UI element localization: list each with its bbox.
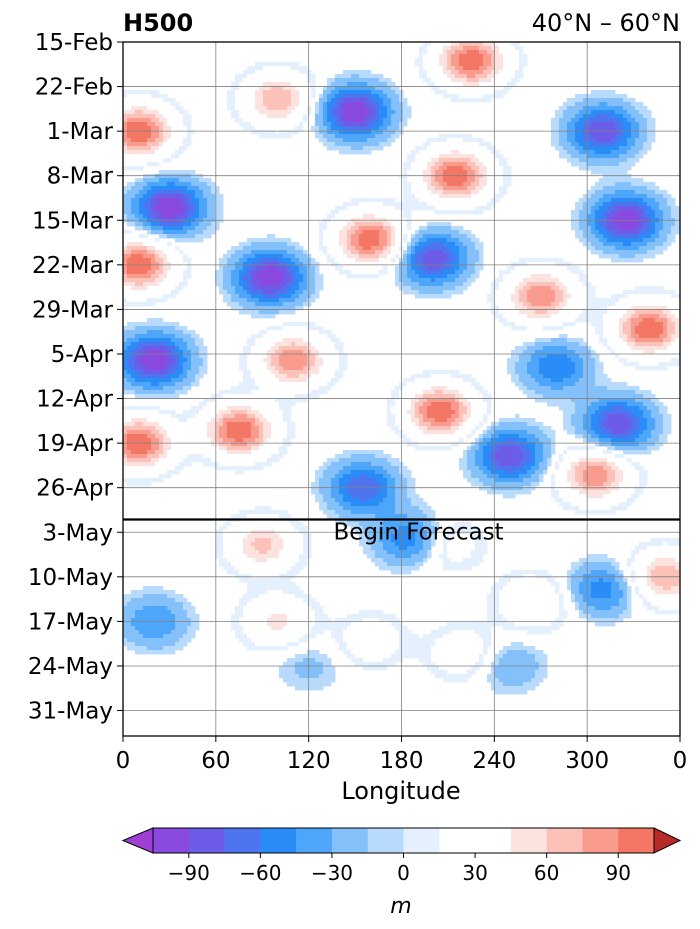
y-tick-label: 29-Mar xyxy=(32,297,114,323)
x-tick-label: 0 xyxy=(116,748,131,774)
plot-area xyxy=(123,42,680,736)
colorbar-segment xyxy=(260,828,297,853)
y-tick-label: 24-May xyxy=(28,654,113,680)
colorbar-segment xyxy=(367,828,404,853)
y-tick-label: 22-Feb xyxy=(35,75,113,101)
colorbar-segment xyxy=(546,828,583,853)
colorbar-tick-label: −60 xyxy=(239,861,281,885)
y-tick-label: 8-Mar xyxy=(47,164,114,190)
colorbar-segment xyxy=(188,828,225,853)
colorbar-segment xyxy=(296,828,333,853)
colorbar-segment xyxy=(439,828,476,853)
colorbar-label: m xyxy=(390,894,411,919)
colorbar-segment xyxy=(618,828,655,853)
y-tick-label: 31-May xyxy=(28,699,113,725)
x-tick-label: 240 xyxy=(472,748,516,774)
colorbar-tick-label: −90 xyxy=(168,861,210,885)
grid-lines xyxy=(123,42,680,736)
y-tick-label: 15-Mar xyxy=(32,208,114,234)
colorbar-tick-label: 90 xyxy=(605,861,630,885)
forecast-marker: Begin Forecast xyxy=(123,518,680,546)
y-tick-label: 3-May xyxy=(43,520,113,546)
colorbar-extend-min xyxy=(121,827,154,854)
x-tick-label: 0 xyxy=(673,748,688,774)
y-tick-label: 12-Apr xyxy=(36,387,113,413)
y-axis: 15-Feb 22-Feb 1-Mar 8-Mar 15-Mar 22-Mar 29-Mar… xyxy=(28,30,123,725)
forecast-annotation: Begin Forecast xyxy=(333,520,503,546)
y-tick-label: 19-Apr xyxy=(36,431,113,457)
colorbar-segment xyxy=(331,828,369,853)
colorbar-tick-label: 0 xyxy=(397,861,410,885)
x-tick-label: 180 xyxy=(380,748,424,774)
colorbar-segment xyxy=(224,828,261,853)
colorbar: −90 −60 −30 0 30 60 90 xyxy=(121,827,682,885)
colorbar-segment xyxy=(510,828,547,853)
y-tick-label: 26-Apr xyxy=(36,476,113,502)
colorbar-tick-label: 30 xyxy=(462,861,487,885)
colorbar-segment xyxy=(153,828,190,853)
x-axis-label: Longitude xyxy=(341,777,460,805)
x-tick-label: 120 xyxy=(287,748,331,774)
colorbar-tick-label: −30 xyxy=(311,861,353,885)
x-tick-label: 300 xyxy=(565,748,609,774)
y-tick-label: 1-Mar xyxy=(47,119,114,145)
colorbar-extend-max xyxy=(653,827,682,854)
colorbar-segment xyxy=(475,828,512,853)
y-tick-label: 22-Mar xyxy=(32,253,114,279)
colorbar-segment xyxy=(403,828,440,853)
y-tick-label: 15-Feb xyxy=(35,30,113,56)
y-tick-label: 5-Apr xyxy=(51,342,114,368)
colorbar-segment xyxy=(582,828,619,853)
y-tick-label: 17-May xyxy=(28,609,113,635)
chart-title-left: H500 xyxy=(123,9,193,37)
chart-title-right: 40°N – 60°N xyxy=(532,9,680,37)
y-tick-label: 10-May xyxy=(28,565,113,591)
colorbar-tick-label: 60 xyxy=(534,861,559,885)
x-tick-label: 60 xyxy=(201,748,230,774)
x-axis: 0 60 120 180 240 300 0 xyxy=(116,736,688,774)
